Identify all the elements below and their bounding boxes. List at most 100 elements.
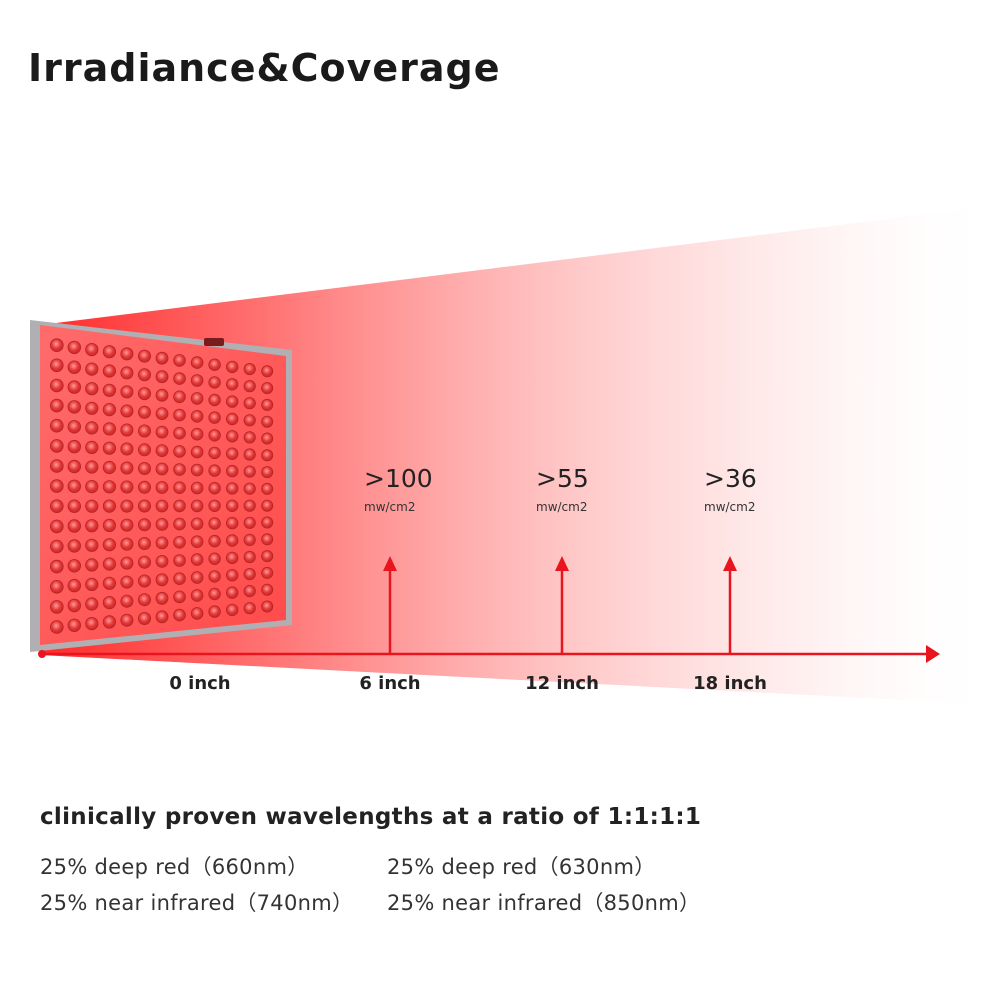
led — [67, 499, 82, 513]
wavelength-heading: clinically proven wavelengths at a ratio… — [40, 804, 702, 830]
led — [120, 461, 134, 475]
led — [102, 441, 117, 455]
led — [102, 402, 117, 417]
led — [49, 459, 64, 473]
led — [102, 499, 117, 513]
led — [85, 342, 99, 357]
led — [190, 409, 204, 423]
led — [137, 424, 151, 438]
led — [120, 556, 134, 570]
led — [120, 537, 134, 551]
irradiance-arrowhead — [555, 556, 569, 571]
led — [243, 380, 256, 393]
led — [190, 392, 204, 405]
led — [173, 554, 186, 567]
led — [243, 533, 256, 547]
led — [102, 364, 117, 378]
irradiance-arrowhead — [723, 556, 737, 571]
led — [261, 365, 274, 378]
led — [85, 479, 99, 494]
led — [102, 422, 117, 436]
led — [85, 538, 99, 552]
led — [67, 459, 82, 474]
led — [173, 481, 186, 495]
led — [137, 405, 151, 419]
led — [120, 442, 134, 456]
led — [190, 356, 204, 369]
led — [137, 461, 151, 475]
led — [173, 372, 186, 385]
led — [85, 499, 99, 513]
led — [261, 398, 274, 411]
led — [208, 499, 221, 513]
led — [225, 360, 239, 374]
led — [85, 362, 99, 376]
led — [137, 593, 151, 607]
wavelength-item: 25% deep red（660nm） — [40, 855, 309, 879]
led — [208, 411, 221, 424]
distance-label: 12 inch — [525, 673, 599, 694]
led — [85, 558, 99, 572]
led — [261, 482, 274, 495]
led — [137, 349, 151, 363]
led — [225, 430, 239, 443]
wavelength-item: 25% near infrared（740nm） — [40, 891, 354, 915]
led — [243, 516, 256, 529]
led — [67, 439, 82, 454]
led — [261, 566, 274, 579]
led — [243, 397, 256, 410]
led — [173, 463, 186, 476]
irradiance-value: >100 — [364, 464, 433, 493]
led — [120, 423, 134, 437]
distance-label: 6 inch — [359, 673, 420, 694]
led — [225, 464, 239, 478]
led — [137, 368, 151, 382]
led — [49, 358, 64, 373]
led — [49, 579, 64, 594]
led — [67, 340, 82, 355]
led — [120, 613, 134, 627]
led — [243, 499, 256, 512]
led — [173, 572, 186, 585]
led — [190, 481, 204, 495]
led — [155, 351, 169, 365]
led — [261, 583, 274, 596]
led — [261, 415, 274, 428]
led — [137, 612, 151, 626]
led — [225, 603, 239, 617]
led — [261, 466, 274, 479]
led — [225, 447, 239, 460]
led — [85, 577, 99, 592]
led — [173, 608, 186, 622]
led — [173, 445, 186, 458]
led — [120, 366, 134, 380]
led — [120, 594, 134, 608]
distance-axis — [38, 645, 940, 663]
led — [102, 595, 117, 610]
wavelength-item: 25% deep red（630nm） — [387, 855, 656, 879]
led — [155, 407, 169, 421]
axis-arrowhead — [926, 645, 940, 663]
led — [173, 517, 186, 531]
led — [208, 376, 221, 389]
led — [67, 559, 82, 573]
led — [261, 550, 274, 563]
led — [137, 387, 151, 401]
led — [190, 553, 204, 566]
led — [208, 464, 221, 477]
panel-switch — [204, 338, 224, 346]
led — [208, 570, 221, 583]
led — [225, 482, 239, 495]
led — [208, 534, 221, 548]
led — [190, 535, 204, 548]
led — [261, 600, 274, 613]
led — [155, 388, 169, 402]
led — [67, 479, 82, 494]
led — [155, 370, 169, 384]
led — [261, 449, 274, 462]
led — [102, 615, 117, 629]
led — [173, 499, 186, 513]
irradiance-markers: >100 mw/cm2 >55 mw/cm2 >36 mw/cm2 — [364, 464, 757, 653]
led — [137, 518, 151, 532]
